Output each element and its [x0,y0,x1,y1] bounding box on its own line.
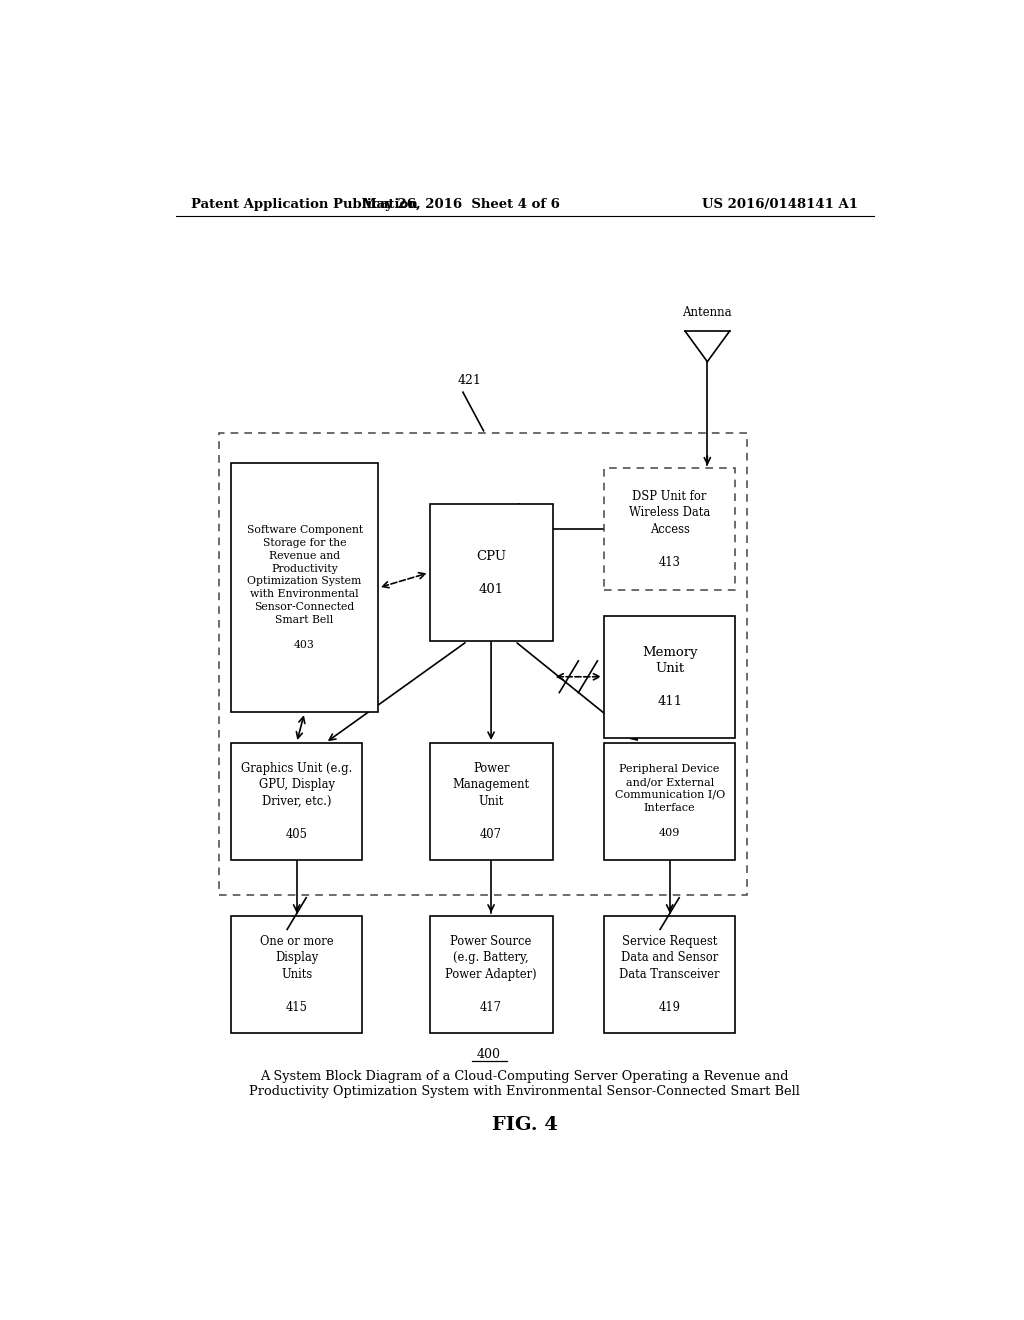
FancyBboxPatch shape [231,743,362,859]
Text: Productivity Optimization System with Environmental Sensor-Connected Smart Bell: Productivity Optimization System with En… [250,1085,800,1098]
FancyBboxPatch shape [604,469,735,590]
Text: Power
Management
Unit

407: Power Management Unit 407 [453,762,529,841]
Text: May 26, 2016  Sheet 4 of 6: May 26, 2016 Sheet 4 of 6 [362,198,560,211]
FancyBboxPatch shape [231,916,362,1032]
Text: Power Source
(e.g. Battery,
Power Adapter)

417: Power Source (e.g. Battery, Power Adapte… [445,935,537,1014]
Text: US 2016/0148141 A1: US 2016/0148141 A1 [702,198,858,211]
Text: Software Component
Storage for the
Revenue and
Productivity
Optimization System
: Software Component Storage for the Reven… [247,525,362,651]
Text: DSP Unit for
Wireless Data
Access

413: DSP Unit for Wireless Data Access 413 [629,490,711,569]
Text: Peripheral Device
and/or External
Communication I/O
Interface

409: Peripheral Device and/or External Commun… [614,764,725,838]
Text: 400: 400 [477,1048,501,1061]
FancyBboxPatch shape [604,916,735,1032]
FancyBboxPatch shape [430,916,553,1032]
Text: Graphics Unit (e.g.
GPU, Display
Driver, etc.)

405: Graphics Unit (e.g. GPU, Display Driver,… [241,762,352,841]
FancyBboxPatch shape [430,504,553,642]
Text: A System Block Diagram of a Cloud-Computing Server Operating a Revenue and: A System Block Diagram of a Cloud-Comput… [260,1071,790,1084]
Text: Service Request
Data and Sensor
Data Transceiver

419: Service Request Data and Sensor Data Tra… [620,935,720,1014]
Text: Memory
Unit

411: Memory Unit 411 [642,645,697,708]
Text: Patent Application Publication: Patent Application Publication [191,198,418,211]
Text: 421: 421 [458,374,481,387]
Text: FIG. 4: FIG. 4 [492,1115,558,1134]
FancyBboxPatch shape [604,743,735,859]
FancyBboxPatch shape [604,615,735,738]
Text: Antenna: Antenna [683,306,732,319]
Text: CPU

401: CPU 401 [476,549,506,595]
FancyBboxPatch shape [430,743,553,859]
FancyBboxPatch shape [231,463,378,713]
Text: One or more
Display
Units

415: One or more Display Units 415 [260,935,334,1014]
